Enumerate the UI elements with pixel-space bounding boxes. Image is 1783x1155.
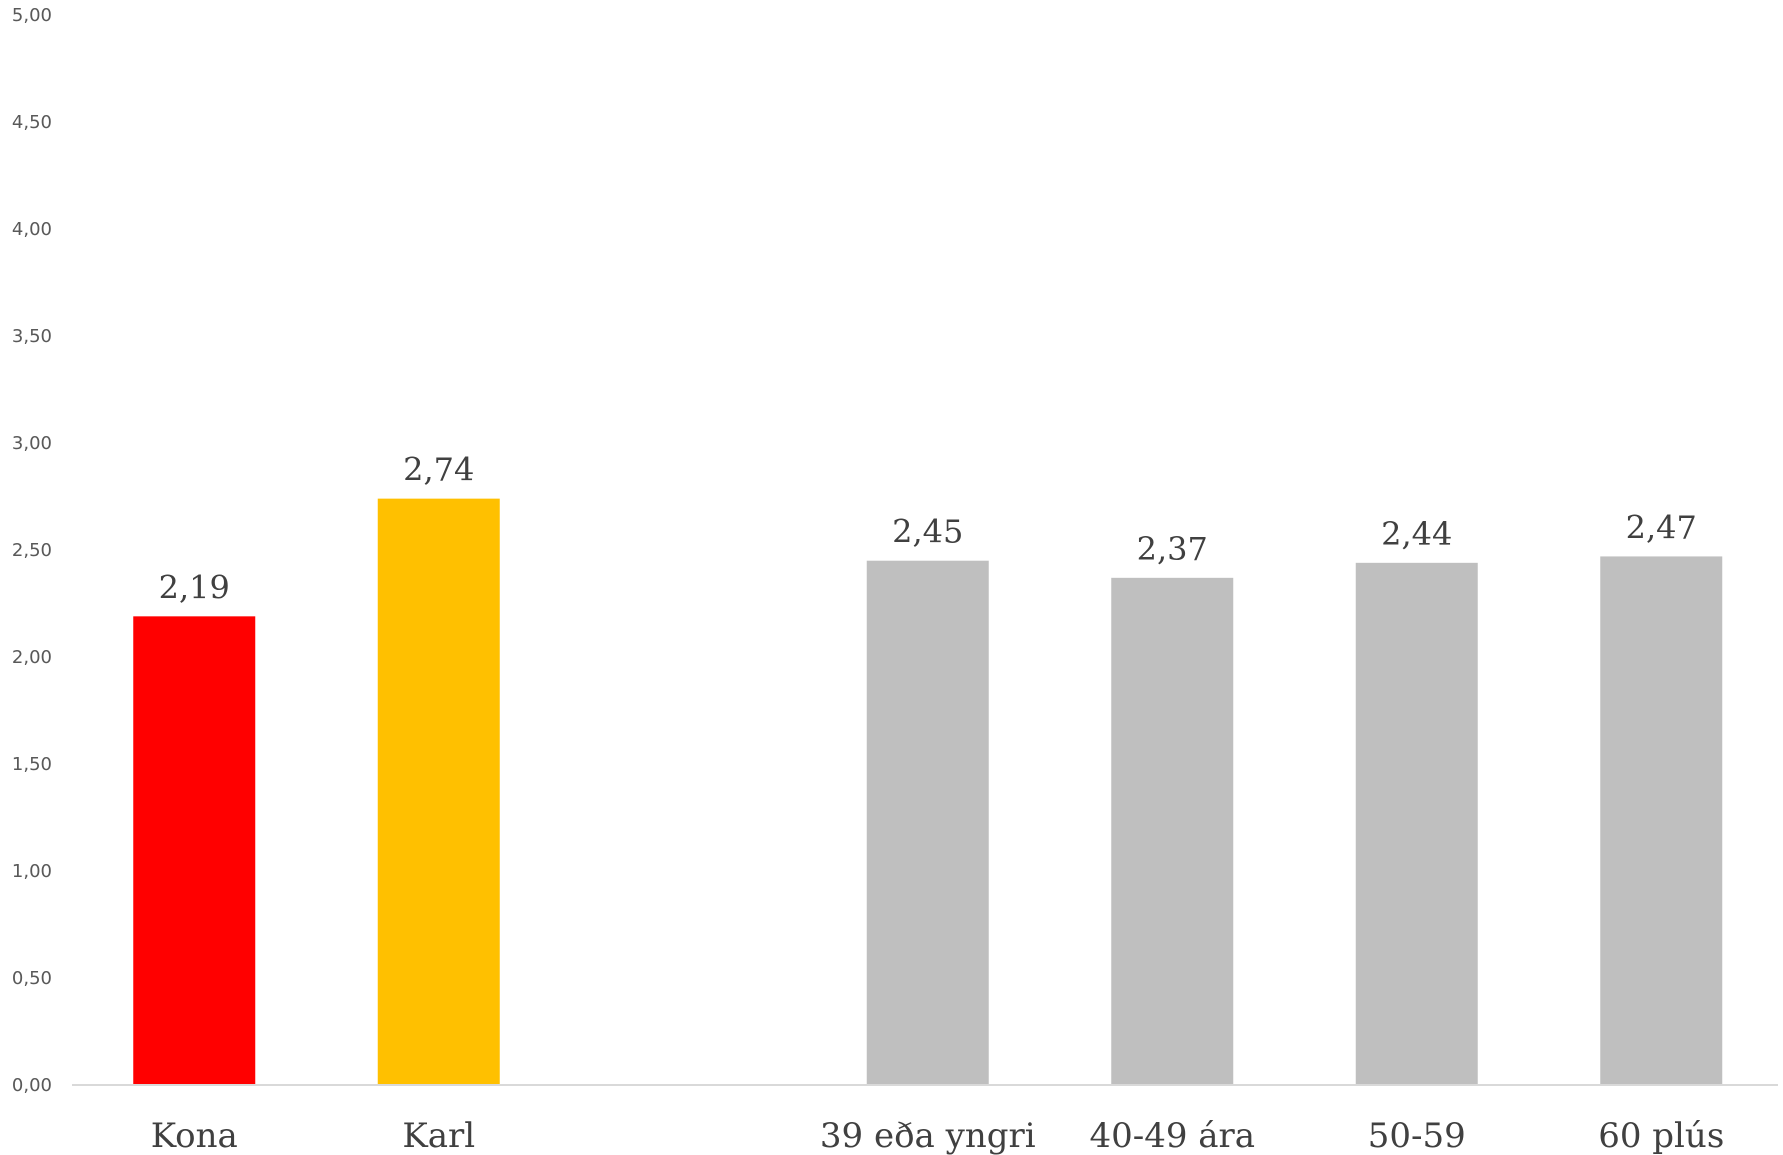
data-label: 2,47 (1626, 508, 1697, 546)
bar (1600, 556, 1723, 1085)
x-tick-label: 50-59 (1368, 1116, 1466, 1155)
y-axis: 0,00 0,50 1,00 1,50 2,00 2,50 3,00 3,50 4,00 4,50… (12, 5, 52, 1096)
data-labels: 2,19 2,74 2,45 2,37 2,44 2,47 (159, 451, 1697, 607)
x-axis: Kona Karl 39 eða yngri 40-49 ára 50-59 60 plú… (151, 1116, 1725, 1155)
bar (1355, 562, 1478, 1085)
data-label: 2,74 (403, 451, 474, 489)
y-tick-label: 1,50 (12, 754, 52, 775)
x-tick-label: Kona (151, 1116, 238, 1155)
bars (133, 498, 1723, 1085)
y-tick-label: 1,00 (12, 861, 52, 882)
bar (1111, 577, 1234, 1085)
y-tick-label: 2,50 (12, 540, 52, 561)
y-tick-label: 3,50 (12, 326, 52, 347)
bar (133, 616, 256, 1085)
y-tick-label: 5,00 (12, 5, 52, 26)
y-tick-label: 0,00 (12, 1075, 52, 1096)
y-tick-label: 3,00 (12, 433, 52, 454)
bar (866, 560, 989, 1085)
x-tick-label: Karl (402, 1116, 475, 1155)
y-tick-label: 4,50 (12, 112, 52, 133)
data-label: 2,19 (159, 568, 230, 606)
data-label: 2,44 (1381, 515, 1452, 553)
y-tick-label: 0,50 (12, 968, 52, 989)
bar (377, 498, 500, 1085)
x-tick-label: 40-49 ára (1089, 1116, 1255, 1155)
data-label: 2,45 (892, 513, 963, 551)
data-label: 2,37 (1137, 530, 1208, 568)
x-tick-label: 39 eða yngri (820, 1116, 1036, 1155)
y-tick-label: 2,00 (12, 647, 52, 668)
x-tick-label: 60 plús (1598, 1116, 1724, 1155)
y-tick-label: 4,00 (12, 219, 52, 240)
